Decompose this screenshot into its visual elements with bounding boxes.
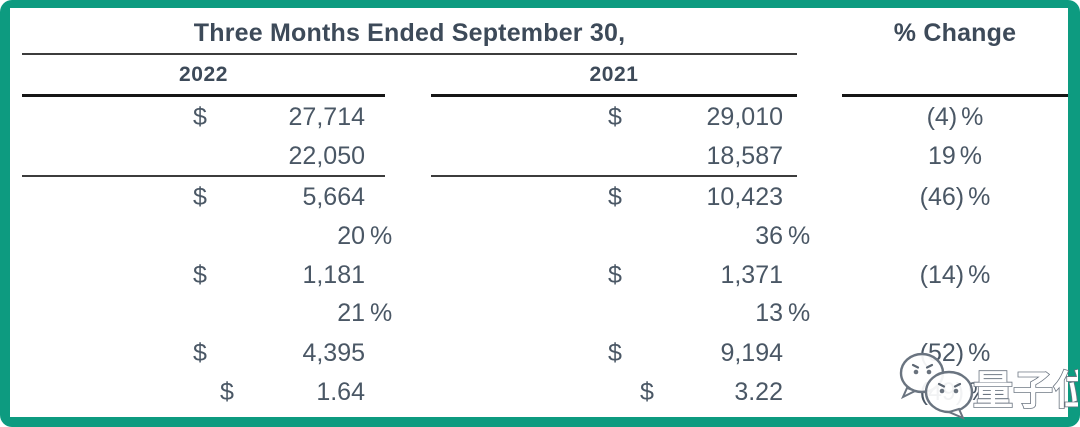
table-row: $ 27,714 $ 29,010 (4) % <box>22 98 1070 137</box>
value-2022-cell: $ 27,714 <box>22 98 385 137</box>
year-2022-header: 2022 <box>178 63 229 86</box>
table-row: 22,050 18,587 19 % <box>22 137 1070 176</box>
year-2021-header: 2021 <box>589 63 639 86</box>
amount-2021: 36 <box>755 222 783 250</box>
amount-2022: 4,395 <box>302 339 365 367</box>
amount-2021: 3.22 <box>734 378 783 406</box>
amount-2022: 27,714 <box>288 103 365 131</box>
value-2022-cell: $ 5,664 <box>22 178 385 217</box>
col-2022-mid-rule <box>22 175 385 177</box>
value-2022-cell: $ 1.64 <box>22 373 385 412</box>
percent-change-cell: (52) % <box>842 334 1068 373</box>
value-2021-cell: 18,587 <box>431 137 797 176</box>
amount-2022: 1.64 <box>316 378 365 406</box>
dollar-sign: $ <box>608 339 622 367</box>
table-row: $ 4,395 $ 9,194 (52) % <box>22 334 1070 373</box>
value-2021-cell: $ 10,423 <box>431 178 797 217</box>
change-value: 19 <box>927 142 956 170</box>
change-value: (4) <box>926 103 958 131</box>
table-row: $ 1,181 $ 1,371 (14) % <box>22 256 1070 295</box>
value-2021-cell: 13 % <box>431 294 811 333</box>
value-2022-cell: $ 1,181 <box>22 256 385 295</box>
amount-2021: 1,371 <box>720 261 783 289</box>
change-value: (49) <box>919 378 965 406</box>
dollar-sign: $ <box>220 378 234 406</box>
table-row: $ 1.64 $ 3.22 (49) % <box>22 373 1070 412</box>
amount-2021: 13 <box>755 299 783 327</box>
period-header: Three Months Ended September 30, <box>193 19 626 47</box>
amount-2022: 20 <box>337 222 365 250</box>
value-2021-cell: 36 % <box>431 217 811 256</box>
value-2021-cell: $ 9,194 <box>431 334 797 373</box>
dollar-sign: $ <box>193 183 207 211</box>
amount-2021: 29,010 <box>706 103 783 131</box>
percent-change-cell <box>842 294 1068 333</box>
percent-change-cell: (4) % <box>842 98 1068 137</box>
col-2021-mid-rule <box>431 175 797 177</box>
percent-sign: % <box>370 222 393 250</box>
value-2022-cell: $ 4,395 <box>22 334 385 373</box>
amount-2022: 5,664 <box>302 183 365 211</box>
dollar-sign: $ <box>608 103 622 131</box>
table-row: 21 % 13 % <box>22 294 1070 333</box>
dollar-sign: $ <box>193 261 207 289</box>
period-header-underline <box>22 53 797 55</box>
dollar-sign: $ <box>608 261 622 289</box>
col-2022-top-rule <box>22 94 385 97</box>
amount-2022: 21 <box>337 299 365 327</box>
dollar-sign: $ <box>193 103 207 131</box>
value-2022-cell: 22,050 <box>22 137 385 176</box>
percent-sign: % <box>968 378 991 406</box>
dollar-sign: $ <box>640 378 654 406</box>
percent-change-cell: (14) % <box>842 256 1068 295</box>
value-2022-cell: 20 % <box>22 217 393 256</box>
percent-change-cell: (46) % <box>842 178 1068 217</box>
change-value: (52) <box>919 339 965 367</box>
dollar-sign: $ <box>193 339 207 367</box>
change-value: (14) <box>919 261 965 289</box>
percent-sign: % <box>788 222 811 250</box>
percent-change-cell <box>842 217 1068 256</box>
change-value: (46) <box>919 183 965 211</box>
table-background <box>10 8 1068 417</box>
amount-2021: 10,423 <box>706 183 783 211</box>
col-change-top-rule <box>842 94 1068 97</box>
table-row: 20 % 36 % <box>22 217 1070 256</box>
percent-sign: % <box>968 339 991 367</box>
col-2021-top-rule <box>431 94 797 97</box>
percent-sign: % <box>968 183 991 211</box>
table-row: $ 5,664 $ 10,423 (46) % <box>22 178 1070 217</box>
percent-sign: % <box>961 103 984 131</box>
amount-2022: 22,050 <box>288 142 365 170</box>
percent-change-cell: 19 % <box>842 137 1068 176</box>
value-2021-cell: $ 1,371 <box>431 256 797 295</box>
value-2021-cell: $ 3.22 <box>431 373 797 412</box>
percent-sign: % <box>959 142 983 170</box>
percent-change-header: % Change <box>893 19 1017 47</box>
amount-2022: 1,181 <box>302 261 365 289</box>
value-2021-cell: $ 29,010 <box>431 98 797 137</box>
percent-sign: % <box>370 299 393 327</box>
dollar-sign: $ <box>608 183 622 211</box>
amount-2021: 9,194 <box>720 339 783 367</box>
amount-2021: 18,587 <box>706 142 783 170</box>
percent-sign: % <box>968 261 991 289</box>
percent-sign: % <box>788 299 811 327</box>
percent-change-cell: (49) % <box>842 373 1068 412</box>
value-2022-cell: 21 % <box>22 294 393 333</box>
